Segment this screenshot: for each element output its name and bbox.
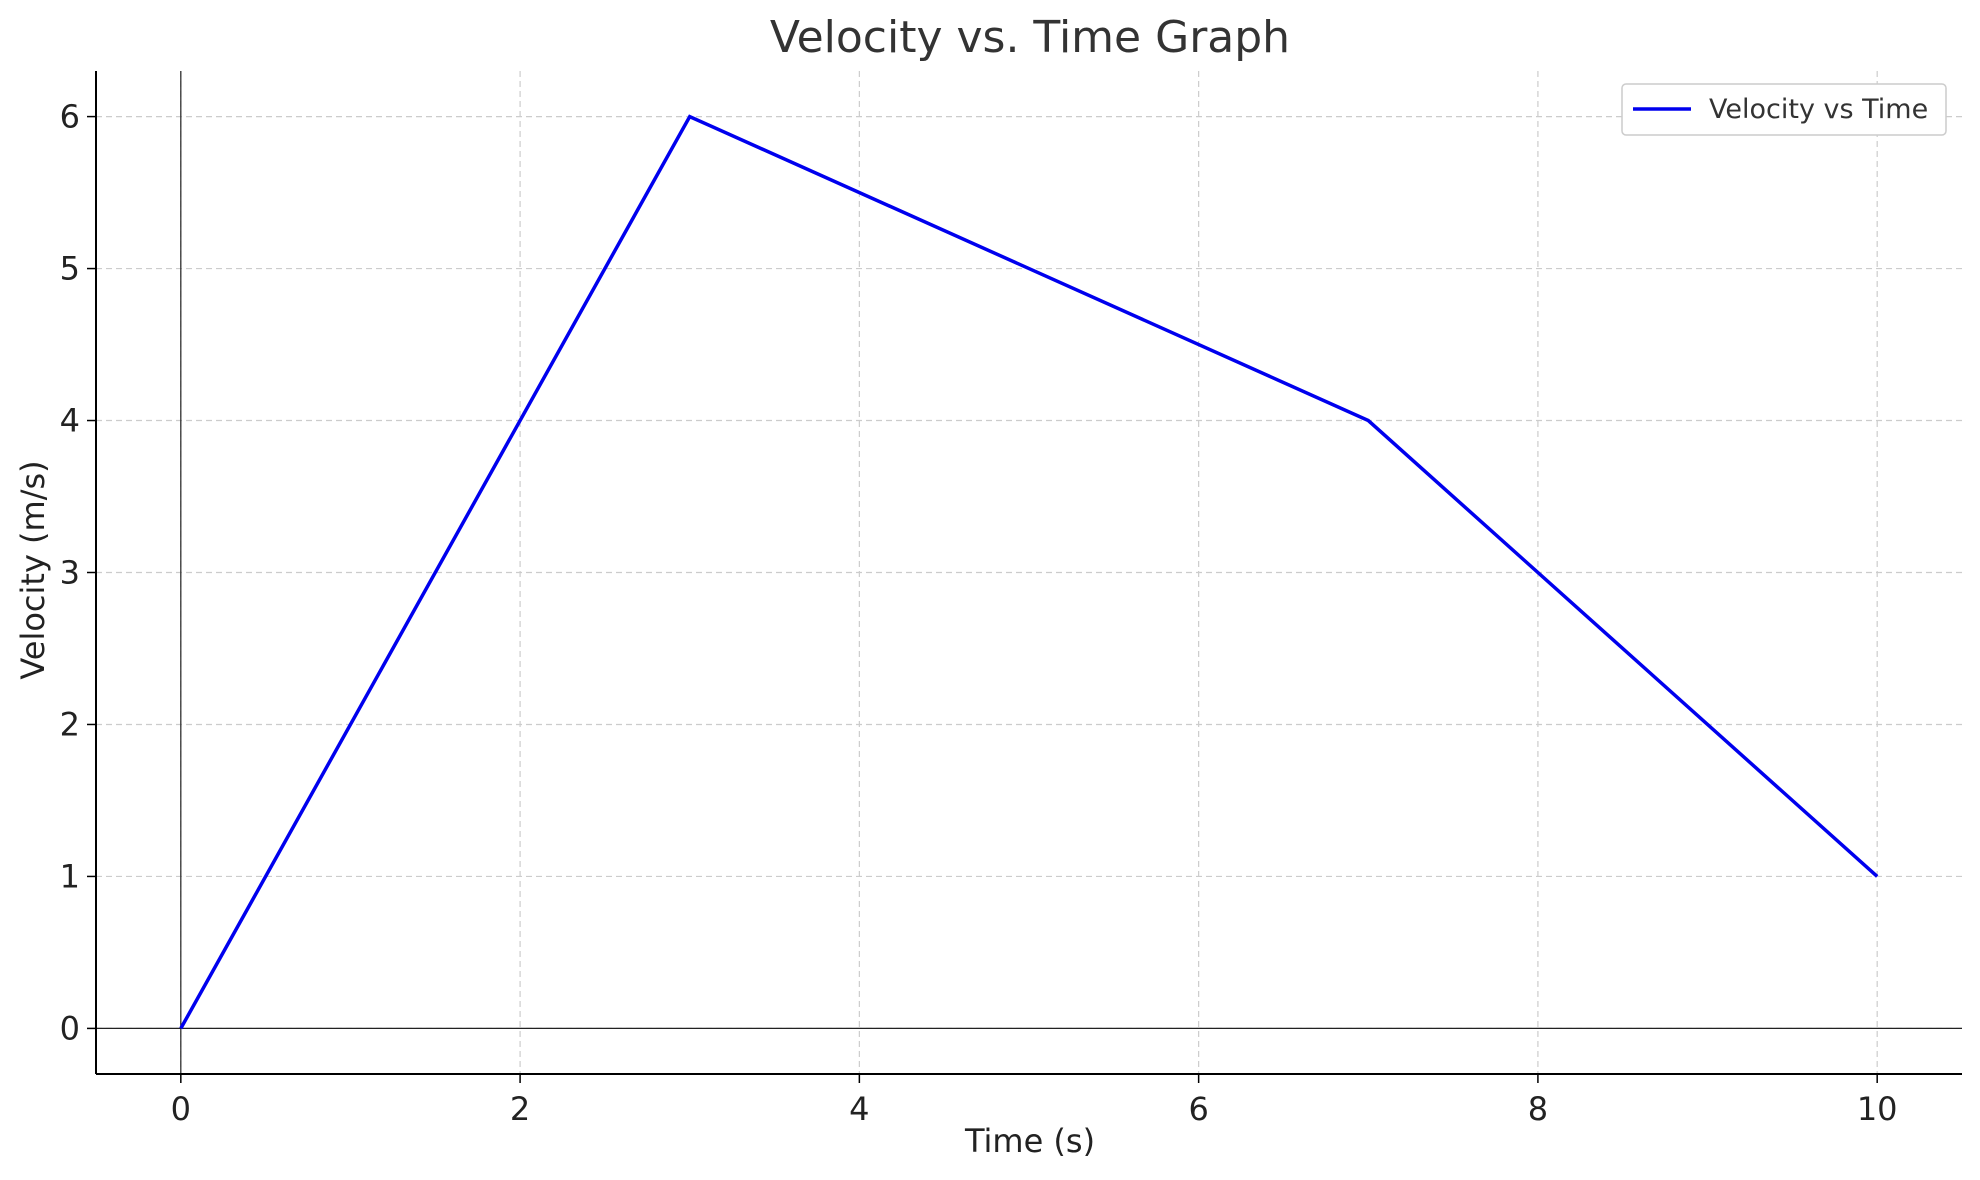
reference-lines	[96, 71, 1962, 1074]
series	[179, 114, 1879, 1030]
x-tick-label: 8	[1528, 1090, 1548, 1128]
x-tick-label: 6	[1188, 1090, 1208, 1128]
y-tick-label: 0	[60, 1009, 80, 1047]
y-tick-label: 5	[60, 250, 80, 288]
chart-title: Velocity vs. Time Graph	[770, 12, 1290, 63]
tick-labels: 0 2 4 6 8 10 0 1 2 3 4 5 6	[60, 98, 1898, 1128]
x-axis-label: Time (s)	[964, 1122, 1095, 1160]
y-axis-label: Velocity (m/s)	[14, 460, 52, 679]
legend-box	[1621, 83, 1947, 136]
velocity-series-line	[179, 114, 1879, 1030]
x-tick-label: 2	[510, 1090, 530, 1128]
y-tick-label: 3	[60, 554, 80, 592]
y-tick-label: 6	[60, 98, 80, 136]
grid	[96, 71, 1962, 1074]
x-tick-label: 0	[171, 1090, 191, 1128]
y-tick-label: 2	[60, 705, 80, 743]
x-tick-label: 10	[1857, 1090, 1898, 1128]
legend: Velocity vs Time	[1621, 83, 1947, 136]
x-tick-label: 4	[849, 1090, 869, 1128]
y-tick-label: 4	[60, 402, 80, 440]
legend-label: Velocity vs Time	[1709, 94, 1928, 125]
y-tick-label: 1	[60, 857, 80, 895]
